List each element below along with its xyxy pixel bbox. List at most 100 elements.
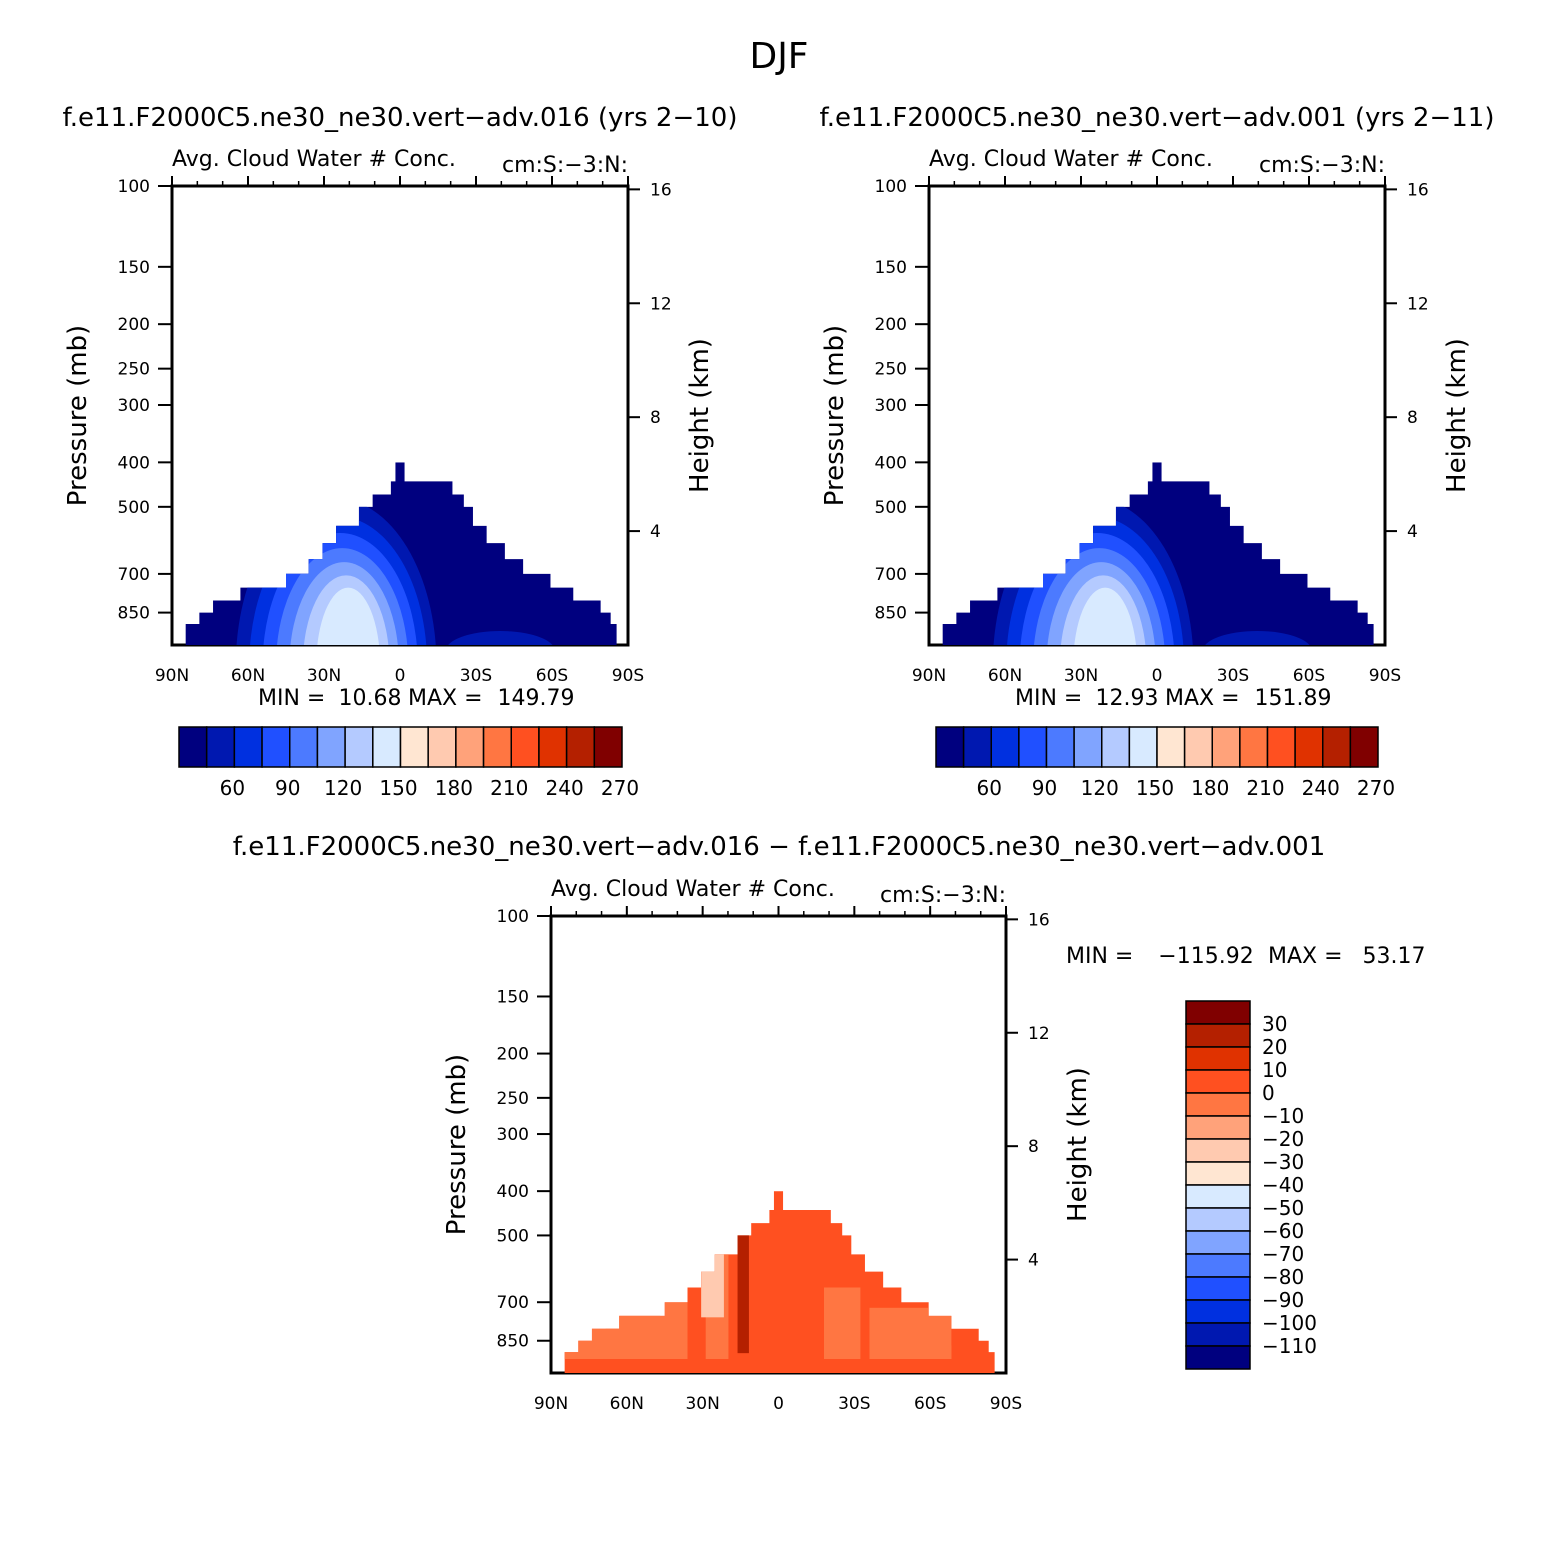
x-tick-label: 30N: [307, 666, 341, 686]
colorbar-swatch: [1185, 1138, 1251, 1163]
x-tick-label: 30S: [1217, 666, 1249, 686]
y-tick-label: 200: [875, 315, 907, 335]
y-tick-label: 300: [118, 396, 150, 416]
colorbar-label: −90: [1262, 1288, 1304, 1312]
colorbar-label: 90: [275, 776, 300, 800]
max-label: MAX =: [1268, 944, 1343, 969]
x-tick-label: 60S: [1293, 666, 1325, 686]
colorbar-swatch: [510, 726, 540, 768]
max-value: 149.79: [498, 686, 575, 711]
colorbar-swatch: [482, 726, 512, 768]
colorbar-label: −50: [1262, 1196, 1304, 1220]
colorbar-label: 20: [1262, 1035, 1287, 1059]
x-tick-label: 90S: [612, 666, 644, 686]
x-tick-label: 0: [773, 1394, 784, 1414]
x-tick-label: 30S: [838, 1394, 870, 1414]
colorbar-label: 30: [1262, 1012, 1287, 1036]
plot-units: cm:S:−3:N:: [502, 153, 628, 178]
y2-tick-label: 8: [1028, 1137, 1039, 1157]
y-tick-label: 700: [118, 565, 150, 585]
contour-level: [915, 1345, 952, 1359]
y-tick-label: 250: [875, 360, 907, 380]
y2-axis-label: Height (km): [1063, 1067, 1093, 1222]
y-tick-label: 100: [118, 177, 150, 197]
colorbar-swatch: [1266, 726, 1296, 768]
colorbar-swatch: [1185, 1023, 1251, 1048]
y-tick-label: 500: [118, 498, 150, 518]
colorbar-label: −70: [1262, 1242, 1304, 1266]
colorbar-label: −100: [1262, 1311, 1317, 1335]
panel-2: Avg. Cloud Water # Conc. cm:S:−3:N: 90N 60N…: [442, 877, 1425, 1414]
plot-subtitle: Avg. Cloud Water # Conc.: [172, 147, 456, 172]
colorbar-swatch: [1185, 1115, 1251, 1140]
colorbar-swatch: [1294, 726, 1324, 768]
min-value: 10.68: [339, 686, 402, 711]
colorbar-swatch: [565, 726, 596, 768]
contour-level: [737, 1223, 749, 1354]
max-value: 151.89: [1255, 686, 1332, 711]
y-axis-label: Pressure (mb): [820, 325, 850, 506]
max-value: 53.17: [1363, 944, 1426, 969]
colorbar: 60 90 120 150 180 210 240 270: [935, 726, 1395, 800]
colorbar: 3020100−10−20−30−40−50−60−70−80−90−100−1…: [1185, 1000, 1317, 1370]
colorbar-swatch: [1185, 1161, 1251, 1186]
contour-level: [1073, 587, 1138, 646]
colorbar-swatch: [1322, 726, 1352, 768]
colorbar-swatch: [1185, 1253, 1251, 1278]
contour-level: [824, 1287, 861, 1359]
y-tick-label: 500: [497, 1226, 529, 1246]
min-value: −115.92: [1158, 944, 1253, 969]
x-tick-label: 0: [1152, 666, 1163, 686]
y-tick-label: 100: [875, 177, 907, 197]
colorbar-swatch: [344, 726, 374, 768]
x-tick-label: 90N: [912, 666, 946, 686]
y-tick-label: 850: [497, 1332, 529, 1352]
max-label: MAX =: [408, 686, 483, 711]
colorbar-swatch: [593, 726, 623, 768]
y-tick-label: 150: [497, 987, 529, 1007]
y-axis-label: Pressure (mb): [442, 1054, 472, 1235]
panel-1: Avg. Cloud Water # Conc. cm:S:−3:N: 90N 60N…: [820, 147, 1472, 800]
y2-tick-label: 16: [650, 180, 672, 200]
colorbar-label: −30: [1262, 1150, 1304, 1174]
colorbar-swatch: [1045, 726, 1075, 768]
colorbar-swatch: [1185, 1207, 1251, 1232]
colorbar-swatch: [1239, 726, 1269, 768]
colorbar-swatch: [1185, 1000, 1251, 1025]
y-tick-label: 300: [497, 1125, 529, 1145]
colorbar-swatch: [1073, 726, 1103, 768]
colorbar-label: −10: [1262, 1104, 1304, 1128]
colorbar-swatch: [990, 726, 1020, 768]
colorbar-swatch: [399, 726, 429, 768]
y2-tick-label: 8: [1407, 408, 1418, 428]
panel-title-difference: f.e11.F2000C5.ne30_ne30.vert−adv.016 − f…: [233, 832, 1325, 862]
colorbar-swatch: [1185, 1230, 1251, 1255]
x-tick-label: 90S: [990, 1394, 1022, 1414]
colorbar-label: 120: [1081, 776, 1119, 800]
min-label: MIN =: [1015, 686, 1082, 711]
colorbar-label: −40: [1262, 1173, 1304, 1197]
x-tick-label: 90N: [534, 1394, 568, 1414]
y-tick-label: 400: [497, 1182, 529, 1202]
y-tick-label: 400: [118, 453, 150, 473]
y-tick-label: 300: [875, 396, 907, 416]
colorbar-swatch: [1128, 726, 1158, 768]
contour-level: [642, 1328, 665, 1359]
colorbar-swatch: [455, 726, 485, 768]
colorbar-swatch: [1211, 726, 1241, 768]
colorbar-label: −60: [1262, 1219, 1304, 1243]
colorbar-swatch: [316, 726, 346, 768]
colorbar-label: −80: [1262, 1265, 1304, 1289]
min-value: 12.93: [1096, 686, 1159, 711]
min-label: MIN =: [1066, 944, 1133, 969]
y2-tick-label: 8: [650, 408, 661, 428]
colorbar-swatch: [1185, 1069, 1251, 1094]
y-tick-label: 400: [875, 453, 907, 473]
colorbar-label: 210: [1246, 776, 1284, 800]
colorbar-label: 0: [1262, 1081, 1275, 1105]
colorbar-label: 60: [977, 776, 1002, 800]
colorbar-label: 150: [1136, 776, 1174, 800]
colorbar-label: 210: [490, 776, 528, 800]
colorbar-swatch: [1185, 1046, 1251, 1071]
